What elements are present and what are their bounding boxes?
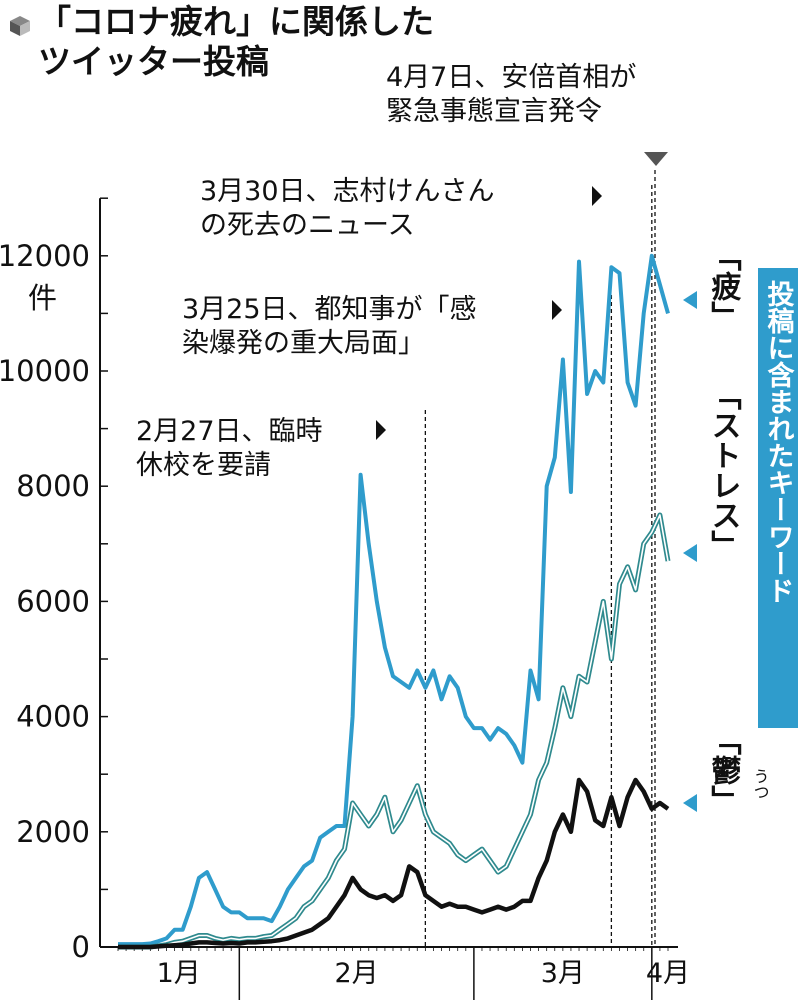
series-line bbox=[118, 253, 670, 947]
triangle-pointer-icon bbox=[592, 186, 602, 206]
y-tick-label: 12000 bbox=[0, 239, 90, 273]
title-line-1: 「コロナ疲れ」に関係した bbox=[38, 2, 434, 41]
month-label: 1月 bbox=[157, 958, 201, 989]
y-tick-label: 4000 bbox=[16, 700, 90, 734]
triangle-pointer-icon bbox=[683, 291, 697, 309]
series-line bbox=[118, 514, 669, 948]
series-label: 「鬱」 bbox=[706, 725, 742, 815]
series-2 bbox=[118, 777, 670, 950]
cube-icon bbox=[10, 16, 30, 36]
y-tick-label: 10000 bbox=[0, 354, 90, 388]
series-0 bbox=[118, 253, 670, 947]
y-tick-label: 8000 bbox=[16, 469, 90, 503]
keyword-box: 投稿に含まれたキーワード bbox=[758, 268, 798, 728]
series-line bbox=[118, 777, 670, 950]
series-ruby: うつ bbox=[751, 768, 770, 800]
chart-title: 「コロナ疲れ」に関係した ツイッター投稿 bbox=[8, 2, 528, 82]
month-label: 4月 bbox=[646, 958, 690, 989]
series-line-outline bbox=[118, 512, 671, 950]
triangle-pointer-icon bbox=[552, 300, 562, 320]
series-label: 「ストレス」 bbox=[706, 380, 742, 560]
annotation-text: の死去のニュース bbox=[200, 210, 415, 241]
series-1 bbox=[118, 512, 671, 950]
annotation-text: 2月27日、臨時 bbox=[136, 416, 323, 447]
annotation-text: 3月25日、都知事が「感 bbox=[182, 294, 477, 325]
annotation-text: 3月30日、志村けんさん bbox=[200, 176, 495, 207]
annotation-text: 緊急事態宣言発令 bbox=[386, 96, 602, 127]
month-label: 2月 bbox=[335, 958, 379, 989]
y-tick-label: 2000 bbox=[16, 815, 90, 849]
annotation-text: 染爆発の重大局面」 bbox=[182, 328, 425, 359]
triangle-pointer-icon bbox=[376, 420, 386, 440]
keyword-box-bg bbox=[758, 268, 798, 728]
y-tick-label: 6000 bbox=[16, 584, 90, 618]
triangle-pointer-icon bbox=[683, 794, 697, 812]
triangle-pointer-icon bbox=[644, 152, 668, 166]
y-axis-label: 件 bbox=[28, 281, 57, 315]
annotation-text: 休校を要請 bbox=[136, 450, 271, 481]
keyword-box-text: 投稿に含まれたキーワード bbox=[763, 280, 795, 604]
triangle-pointer-icon bbox=[683, 544, 697, 562]
y-tick-label: 0 bbox=[72, 930, 90, 964]
title-line-2: ツイッター投稿 bbox=[38, 42, 269, 81]
annotation-text: 4月7日、安倍首相が bbox=[386, 62, 636, 93]
month-label: 3月 bbox=[541, 958, 585, 989]
series-label: 「疲」 bbox=[706, 241, 742, 331]
